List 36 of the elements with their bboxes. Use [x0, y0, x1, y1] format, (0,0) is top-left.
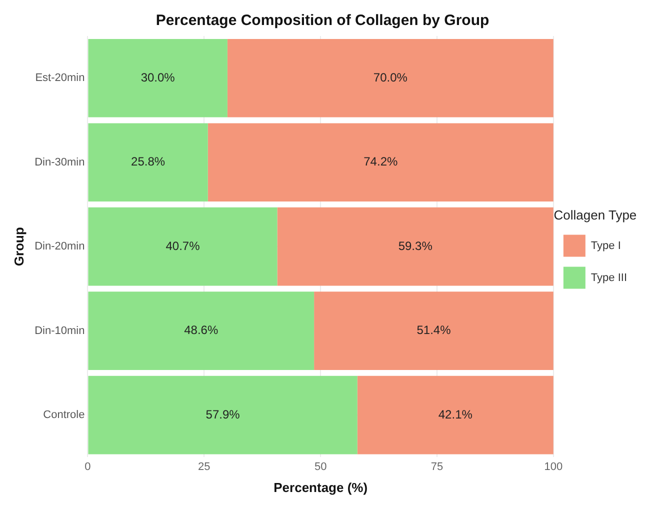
x-tick-label: 75 — [430, 460, 444, 473]
x-tick-label: 25 — [198, 460, 210, 473]
legend-title: Collagen Type — [554, 207, 637, 222]
y-axis-title: Group — [11, 227, 26, 266]
data-label: 48.6% — [184, 323, 218, 338]
bar — [88, 207, 278, 286]
x-tick-label: 0 — [84, 460, 91, 473]
x-axis-title: Percentage (%) — [274, 480, 368, 495]
bar — [88, 38, 228, 118]
y-tick-label: Din-10min — [34, 324, 85, 337]
data-label: 40.7% — [166, 238, 200, 253]
data-label: 42.1% — [438, 407, 473, 422]
data-label: 57.9% — [206, 407, 240, 422]
x-tick-label: 100 — [544, 460, 563, 473]
legend-label: Type I — [590, 240, 621, 252]
data-label: 70.0% — [373, 70, 408, 84]
data-label: 25.8% — [131, 154, 166, 169]
bar — [88, 376, 358, 454]
legend-label: Type III — [590, 272, 628, 284]
bar — [277, 207, 554, 286]
data-label: 30.0% — [140, 70, 176, 84]
y-tick-label: Din-20min — [34, 240, 85, 253]
bar — [314, 292, 554, 370]
y-tick-label: Controle — [43, 409, 85, 422]
bar — [208, 123, 554, 202]
data-label: 59.3% — [398, 238, 433, 253]
bar — [88, 292, 314, 370]
bar — [88, 123, 208, 202]
data-label: 74.2% — [364, 154, 398, 169]
data-label: 51.4% — [416, 323, 452, 338]
chart-title: Percentage Composition of Collagen by Group — [156, 12, 490, 30]
x-tick-label: 50 — [314, 460, 327, 473]
bar — [357, 376, 554, 454]
y-tick-label: Din-30min — [34, 156, 85, 168]
bar — [227, 38, 554, 118]
y-tick-label: Est-20min — [35, 72, 85, 84]
